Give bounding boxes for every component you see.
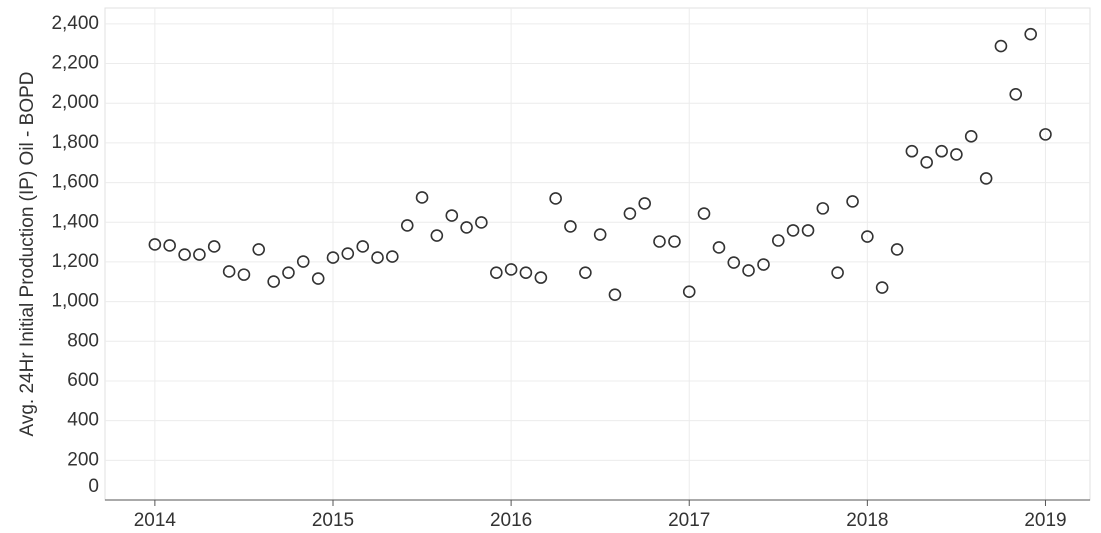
point (415, 191, 429, 204)
point (519, 266, 533, 279)
point (1009, 87, 1023, 101)
x-tick-label: 2014 (134, 510, 177, 531)
point (875, 281, 889, 294)
point (178, 248, 191, 261)
point (534, 271, 548, 284)
point (935, 144, 948, 158)
y-tick-label: 2,200 (51, 53, 99, 74)
y-tick-label: 0 (88, 476, 99, 497)
y-tick-label: 800 (67, 330, 99, 351)
point (460, 221, 473, 234)
point (653, 235, 666, 248)
x-tick-label: 2019 (1024, 510, 1066, 531)
point (742, 264, 755, 277)
y-tick-label: 1,000 (51, 291, 99, 312)
y-tick-label: 600 (67, 370, 99, 391)
point (475, 216, 488, 229)
point (623, 207, 637, 220)
point (163, 239, 176, 252)
point (668, 235, 681, 248)
point (771, 234, 785, 247)
y-tick-label: 1,200 (51, 251, 99, 272)
point (549, 192, 562, 205)
point (579, 266, 592, 279)
y-tick-label: 1,600 (51, 172, 99, 193)
point (400, 219, 414, 232)
point (727, 256, 741, 269)
point (950, 148, 963, 161)
point (757, 258, 770, 271)
point (326, 251, 340, 264)
x-tick-label: 2017 (668, 510, 710, 531)
point (994, 39, 1008, 53)
x-tick-label: 2015 (312, 510, 354, 531)
point (252, 243, 266, 256)
point (222, 265, 236, 278)
point (356, 240, 370, 253)
point (341, 247, 355, 260)
point (386, 250, 399, 263)
point (831, 266, 844, 279)
point (296, 255, 310, 268)
y-tick-label: 2,000 (51, 92, 99, 113)
x-tick-label: 2016 (490, 510, 532, 531)
y-tick-label: 200 (67, 449, 99, 470)
point (564, 220, 577, 233)
point (861, 230, 874, 243)
point (638, 197, 652, 210)
y-tick-label: 2,400 (51, 13, 99, 34)
point (801, 224, 815, 237)
point (490, 266, 503, 279)
point (311, 272, 325, 285)
point (682, 285, 696, 298)
point (504, 263, 518, 276)
point (237, 268, 251, 281)
x-tick-label: 2018 (846, 510, 888, 531)
point (267, 275, 280, 288)
point (608, 288, 622, 301)
point (890, 243, 904, 256)
point (697, 207, 711, 220)
point (905, 144, 919, 158)
point (1039, 128, 1052, 141)
point (593, 228, 607, 241)
point (846, 195, 859, 208)
point (786, 224, 800, 237)
point (282, 266, 295, 279)
point (920, 156, 933, 169)
point (1024, 27, 1037, 41)
y-axis-title: Avg. 24Hr Initial Production (IP) Oil - … (17, 72, 38, 437)
point (148, 238, 162, 251)
point (193, 248, 206, 261)
y-tick-label: 1,800 (51, 132, 99, 153)
point (979, 172, 993, 185)
plot-area (104, 7, 1091, 501)
point (964, 130, 978, 143)
point (430, 229, 444, 242)
point (712, 241, 726, 254)
point (816, 202, 830, 215)
y-tick-label: 400 (67, 410, 99, 431)
point (371, 251, 384, 264)
y-tick-label: 1,400 (51, 211, 99, 232)
point (207, 240, 221, 253)
point (445, 209, 459, 222)
